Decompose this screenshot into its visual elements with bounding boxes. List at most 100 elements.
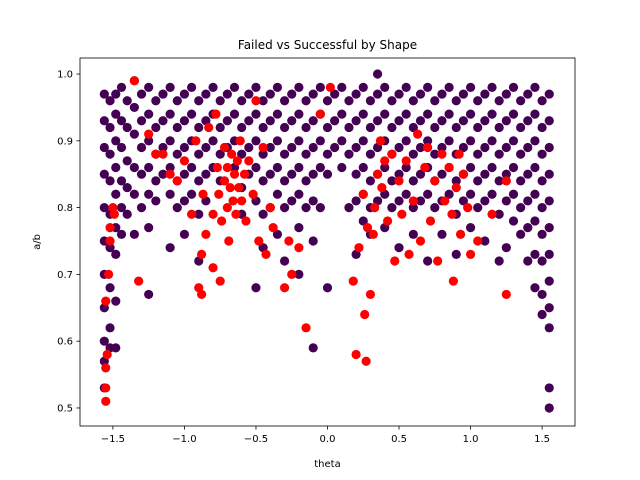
successful-point [537, 149, 547, 159]
successful-point [279, 149, 290, 159]
successful-point [251, 136, 261, 146]
successful-point [194, 122, 204, 133]
failed-point [212, 162, 222, 173]
x-axis: −1.5 −1.0 −0.5 0.0 0.5 1.0 1.5 [101, 426, 550, 445]
failed-point [101, 296, 111, 306]
successful-point [229, 109, 240, 119]
successful-point [508, 216, 519, 226]
successful-point [122, 209, 132, 219]
successful-point [186, 109, 197, 119]
successful-point [451, 176, 461, 186]
successful-point [508, 136, 519, 146]
successful-point [194, 96, 204, 106]
successful-point [401, 109, 411, 119]
successful-point [408, 96, 418, 106]
successful-point [401, 162, 411, 173]
successful-point [201, 169, 211, 179]
successful-point [116, 203, 127, 213]
successful-point [501, 142, 511, 153]
successful-point [351, 89, 361, 99]
successful-point [430, 122, 440, 133]
successful-point [365, 122, 376, 133]
successful-point [322, 149, 333, 159]
successful-point [401, 136, 411, 146]
failed-point [231, 209, 241, 219]
failed-point [227, 149, 237, 159]
successful-point [344, 122, 354, 133]
successful-point [473, 122, 483, 133]
failed-point [301, 323, 311, 333]
successful-point [165, 189, 175, 199]
failed-point [315, 109, 325, 119]
successful-point [330, 142, 340, 153]
x-tick-label: 0.0 [320, 434, 336, 445]
successful-point [129, 229, 139, 239]
successful-point [201, 142, 211, 153]
successful-point [523, 116, 533, 126]
successful-point [394, 142, 404, 153]
failed-point [232, 156, 242, 166]
successful-point [272, 162, 283, 173]
successful-point [111, 136, 121, 146]
failed-point [501, 176, 511, 186]
failed-point [134, 276, 144, 286]
successful-point [186, 82, 197, 92]
successful-point [523, 256, 533, 266]
successful-point [537, 309, 547, 320]
successful-point [116, 229, 127, 239]
failed-point [228, 196, 238, 206]
successful-point [430, 96, 440, 106]
successful-point [116, 82, 127, 92]
successful-point [430, 149, 440, 159]
successful-point [351, 196, 361, 206]
successful-point [294, 109, 304, 119]
failed-point [382, 216, 393, 226]
successful-point [294, 269, 304, 279]
successful-point [111, 296, 121, 306]
successful-point [480, 89, 490, 99]
successful-point [530, 136, 540, 146]
successful-point [523, 169, 533, 179]
successful-point [487, 82, 497, 92]
successful-point [530, 82, 540, 92]
successful-point [494, 176, 504, 186]
successful-point [487, 162, 497, 173]
successful-point [544, 403, 554, 413]
x-tick-label: 0.5 [391, 434, 407, 445]
successful-point [437, 116, 447, 126]
successful-point [473, 149, 483, 159]
failed-point [354, 243, 364, 253]
successful-point [136, 169, 147, 179]
successful-point [458, 196, 469, 206]
successful-point [444, 82, 454, 92]
successful-point [423, 82, 433, 92]
successful-point [501, 169, 511, 179]
successful-point [401, 189, 411, 199]
successful-point [222, 116, 232, 126]
y-tick-label: 0.5 [57, 403, 73, 414]
successful-point [387, 203, 397, 213]
failed-point [463, 203, 473, 213]
successful-point [179, 229, 190, 239]
successful-point [530, 162, 540, 173]
failed-point [151, 149, 161, 159]
successful-point [172, 122, 182, 133]
successful-point [122, 182, 132, 193]
failed-point [437, 149, 447, 159]
successful-point [186, 189, 197, 199]
successful-point [544, 89, 554, 99]
successful-point [215, 96, 225, 106]
successful-point [458, 142, 469, 153]
failed-point [440, 196, 450, 206]
successful-point [129, 162, 139, 173]
successful-point [258, 209, 268, 219]
failed-point [219, 142, 230, 153]
successful-point [272, 189, 283, 199]
successful-point [451, 122, 461, 133]
successful-point [272, 136, 283, 146]
successful-point [372, 89, 383, 99]
successful-point [122, 156, 132, 166]
successful-point [465, 189, 476, 199]
successful-point [330, 89, 340, 99]
successful-point [358, 136, 368, 146]
